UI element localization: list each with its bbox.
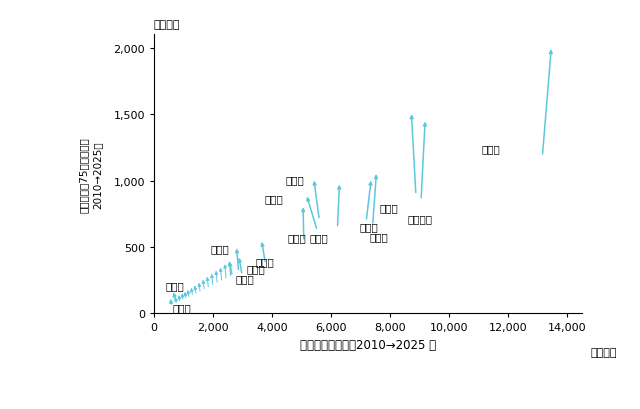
Text: （千人）: （千人）	[591, 347, 617, 357]
Text: 神奈川県: 神奈川県	[408, 213, 433, 223]
X-axis label: 都道府県別人口　2010→2025 年: 都道府県別人口 2010→2025 年	[300, 338, 436, 351]
Text: 兵庫県: 兵庫県	[285, 175, 304, 185]
Y-axis label: 都道府県別75歳以上人口
2010→2025年: 都道府県別75歳以上人口 2010→2025年	[79, 137, 102, 212]
Text: 愛知県: 愛知県	[359, 222, 378, 232]
Text: 京都府: 京都府	[236, 273, 254, 283]
Text: 鳥取県: 鳥取県	[173, 302, 191, 312]
Text: 北海道: 北海道	[265, 193, 284, 203]
Text: 静岡県: 静岡県	[256, 257, 275, 267]
Text: 千葉県: 千葉県	[309, 232, 328, 243]
Text: 福岡県: 福岡県	[288, 233, 307, 243]
Text: 埼玉県: 埼玉県	[369, 232, 388, 242]
Text: 島根県: 島根県	[165, 280, 184, 290]
Text: 茨城県: 茨城県	[247, 263, 266, 274]
Text: 大阪府: 大阪府	[380, 202, 399, 213]
Text: 東京都: 東京都	[482, 144, 500, 154]
Text: （千人）: （千人）	[154, 20, 180, 30]
Text: 広島県: 広島県	[210, 244, 229, 254]
